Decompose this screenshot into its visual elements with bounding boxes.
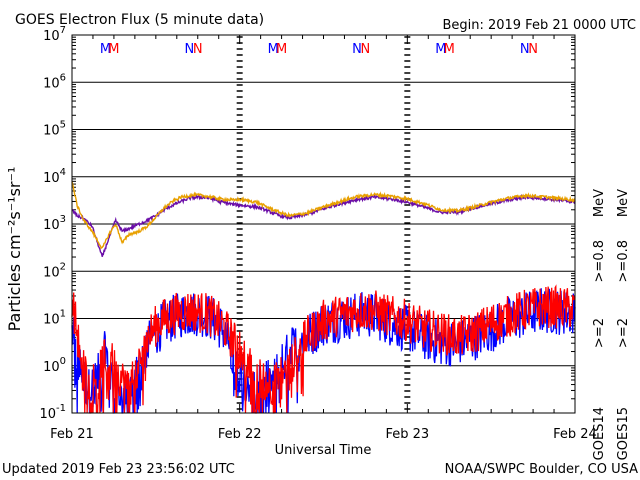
- noon-marker: M: [108, 42, 119, 57]
- noon-marker: M: [100, 42, 111, 57]
- noon-marker: N: [352, 42, 362, 57]
- legend: GOES14 GOES15 >=2 >=2 >=0.8 >=0.8 MeV Me…: [592, 189, 631, 460]
- x-tick-label: Feb 23: [385, 427, 429, 442]
- legend-goes15-2mev: >=2: [616, 318, 631, 348]
- axis-ticks: [71, 35, 576, 413]
- updated-timestamp: Updated 2019 Feb 23 23:56:02 UTC: [2, 462, 235, 477]
- y-tick-base: 10: [43, 265, 60, 280]
- y-tick-base: 10: [39, 407, 56, 422]
- y-tick-exponent: 5: [60, 120, 66, 131]
- y-tick-label: 101: [43, 309, 66, 328]
- legend-satellite-goes14: GOES14: [592, 407, 607, 460]
- y-tick-exponent: 7: [60, 25, 66, 36]
- y-tick-base: 10: [43, 124, 60, 139]
- y-tick-label: 104: [43, 167, 66, 186]
- begin-label: Begin: 2019 Feb 21 0000 UTC: [442, 18, 636, 33]
- noon-marker: N: [520, 42, 530, 57]
- y-tick-exponent: 2: [60, 261, 66, 272]
- y-tick-base: 10: [43, 76, 60, 91]
- noaa-credit: NOAA/SWPC Boulder, CO USA: [445, 462, 638, 477]
- noon-marker: M: [268, 42, 279, 57]
- y-tick-label: 100: [43, 356, 66, 375]
- legend-goes14-08mev: >=0.8: [592, 240, 607, 282]
- x-tick-label: Feb 24: [553, 427, 597, 442]
- y-tick-label: 106: [43, 72, 66, 91]
- y-tick-exponent: 4: [60, 167, 66, 178]
- y-tick-label: 105: [43, 120, 66, 139]
- legend-goes15-08mev: >=0.8: [616, 240, 631, 282]
- y-tick-label: 103: [43, 214, 66, 233]
- y-tick-label: 102: [43, 261, 66, 280]
- noon-marker: N: [361, 42, 371, 57]
- x-axis-label: Universal Time: [275, 443, 372, 458]
- y-tick-exponent: 0: [60, 356, 66, 367]
- noon-markers: MM NN MM NN MM NN: [100, 42, 538, 57]
- y-tick-exponent: -1: [56, 403, 66, 414]
- noon-marker: M: [276, 42, 287, 57]
- x-tick-label: Feb 21: [50, 427, 94, 442]
- y-tick-base: 10: [43, 171, 60, 186]
- x-tick-labels: Feb 21 Feb 22 Feb 23 Feb 24: [50, 427, 597, 442]
- y-tick-base: 10: [43, 360, 60, 375]
- chart-title: GOES Electron Flux (5 minute data): [15, 12, 264, 28]
- noon-marker: N: [184, 42, 194, 57]
- legend-unit-mev-2: MeV: [616, 189, 631, 217]
- series-line-goes15-0-8-mev: [71, 181, 576, 250]
- y-tick-exponent: 6: [60, 72, 66, 83]
- y-tick-label: 10-1: [39, 403, 66, 422]
- y-tick-exponent: 1: [60, 309, 66, 320]
- plot-frame: [71, 34, 576, 414]
- y-tick-exponent: 3: [60, 214, 66, 225]
- legend-goes14-2mev: >=2: [592, 318, 607, 348]
- noon-marker: N: [193, 42, 203, 57]
- legend-unit-mev-1: MeV: [592, 189, 607, 217]
- y-tick-label: 107: [43, 25, 66, 44]
- y-tick-base: 10: [43, 218, 60, 233]
- noon-marker: M: [435, 42, 446, 57]
- series-lines: [71, 181, 576, 414]
- y-tick-base: 10: [43, 313, 60, 328]
- y-axis-label: Particles cm⁻²s⁻¹sr⁻¹: [5, 167, 24, 332]
- noon-marker: M: [444, 42, 455, 57]
- x-tick-label: Feb 22: [218, 427, 262, 442]
- noon-marker: N: [528, 42, 538, 57]
- series-line-goes15-2-mev: [71, 284, 576, 414]
- y-tick-base: 10: [43, 29, 60, 44]
- legend-satellite-goes15: GOES15: [616, 407, 631, 460]
